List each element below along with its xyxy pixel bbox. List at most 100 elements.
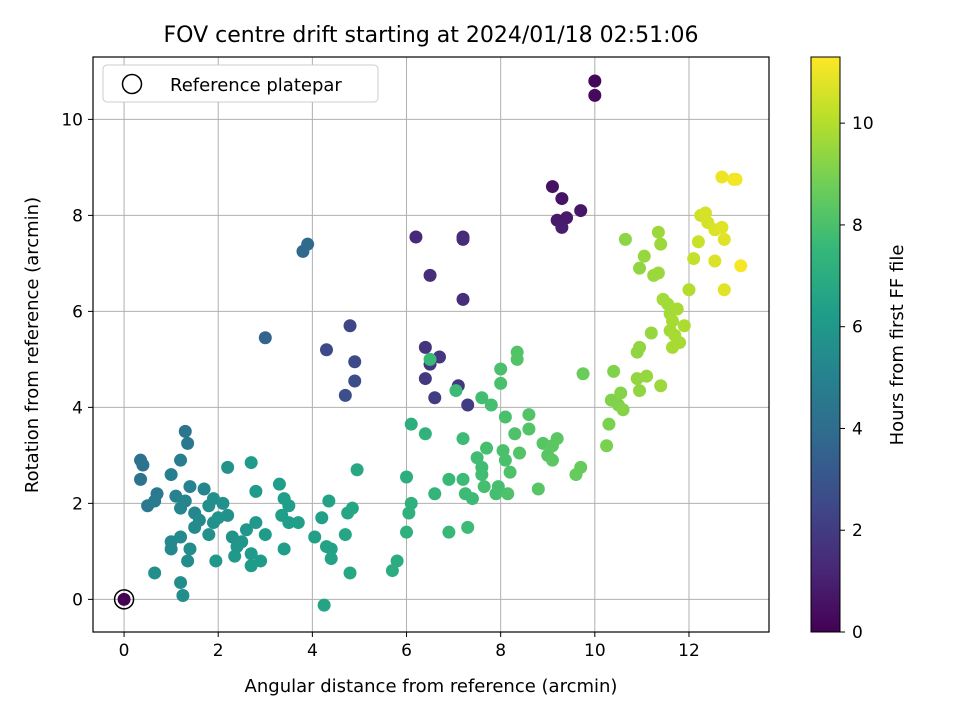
data-point	[400, 470, 414, 484]
x-axis-label: Angular distance from reference (arcmin)	[245, 676, 618, 697]
data-point	[633, 340, 647, 354]
data-point	[734, 259, 748, 273]
data-point	[602, 417, 616, 431]
data-point	[607, 364, 621, 378]
data-point	[148, 566, 162, 580]
data-point	[409, 230, 423, 244]
data-point	[498, 410, 512, 424]
data-point	[614, 386, 628, 400]
data-point	[491, 480, 505, 494]
data-point	[715, 220, 729, 234]
data-point	[239, 523, 253, 537]
data-point	[729, 172, 743, 186]
data-point	[202, 528, 216, 542]
data-point	[633, 261, 647, 275]
y-tick-label: 0	[72, 590, 83, 610]
data-point	[197, 482, 211, 496]
data-point	[531, 482, 545, 496]
data-point	[400, 525, 414, 539]
colorbar-tick-label: 8	[852, 216, 863, 236]
data-point	[717, 232, 731, 246]
data-point	[456, 292, 470, 306]
data-point	[461, 398, 475, 412]
data-point	[249, 484, 263, 498]
data-point	[181, 554, 195, 568]
data-point	[640, 369, 654, 383]
data-point	[456, 472, 470, 486]
y-axis-label: Rotation from reference (arcmin)	[22, 197, 43, 493]
data-point	[418, 340, 432, 354]
data-point	[545, 180, 559, 194]
data-points	[117, 74, 748, 612]
data-point	[673, 336, 687, 350]
data-point	[315, 511, 329, 525]
data-point	[574, 204, 588, 218]
data-point	[423, 352, 437, 366]
data-point	[282, 499, 296, 513]
data-point	[117, 592, 131, 606]
colorbar-tick-label: 2	[852, 521, 863, 541]
chart-title: FOV centre drift starting at 2024/01/18 …	[164, 23, 699, 48]
data-point	[665, 314, 679, 328]
data-point	[343, 319, 357, 333]
legend-box	[102, 64, 379, 103]
data-point	[390, 554, 404, 568]
data-point	[258, 528, 272, 542]
data-point	[428, 391, 442, 405]
data-point	[560, 211, 574, 225]
data-point	[576, 367, 590, 381]
data-point	[136, 458, 150, 472]
data-point	[418, 372, 432, 386]
data-point	[501, 487, 515, 501]
data-point	[555, 220, 569, 234]
data-point	[717, 283, 731, 297]
data-point	[350, 463, 364, 477]
data-point	[272, 477, 286, 491]
legend: Reference platepar	[102, 64, 379, 103]
data-point	[708, 254, 722, 268]
data-point	[574, 460, 588, 474]
data-point	[508, 427, 522, 441]
data-point	[164, 468, 178, 482]
data-point	[308, 530, 322, 544]
data-point	[221, 460, 235, 474]
data-point	[216, 496, 230, 510]
data-point	[164, 542, 178, 556]
data-point	[654, 237, 668, 251]
x-tick-label: 12	[678, 641, 700, 661]
data-point	[465, 492, 479, 506]
data-point	[301, 237, 315, 251]
x-tick-label: 0	[119, 641, 130, 661]
data-point	[503, 465, 517, 479]
y-tick-label: 4	[72, 398, 83, 418]
data-point	[456, 232, 470, 246]
legend-marker-icon	[121, 73, 143, 95]
data-point	[494, 376, 508, 390]
colorbar-tick-label: 10	[852, 114, 874, 134]
data-point	[134, 472, 148, 486]
data-point	[183, 480, 197, 494]
y-tick-label: 10	[61, 110, 83, 130]
colorbar-ticks: 0 2 4 6 8 10	[840, 114, 874, 643]
data-point	[319, 343, 333, 357]
data-point	[633, 384, 647, 398]
data-point	[178, 424, 192, 438]
data-point	[291, 516, 305, 530]
data-point	[449, 384, 463, 398]
data-point	[480, 441, 494, 455]
data-point	[345, 501, 359, 515]
data-point	[244, 456, 258, 470]
data-point	[616, 403, 630, 417]
data-point	[588, 74, 602, 88]
data-point	[555, 192, 569, 206]
data-point	[277, 542, 291, 556]
data-point	[148, 494, 162, 508]
x-tick-label: 10	[584, 641, 606, 661]
data-point	[174, 453, 188, 467]
data-point	[442, 472, 456, 486]
data-point	[654, 379, 668, 393]
data-point	[317, 598, 331, 612]
y-tick-label: 8	[72, 206, 83, 226]
data-point	[510, 352, 524, 366]
